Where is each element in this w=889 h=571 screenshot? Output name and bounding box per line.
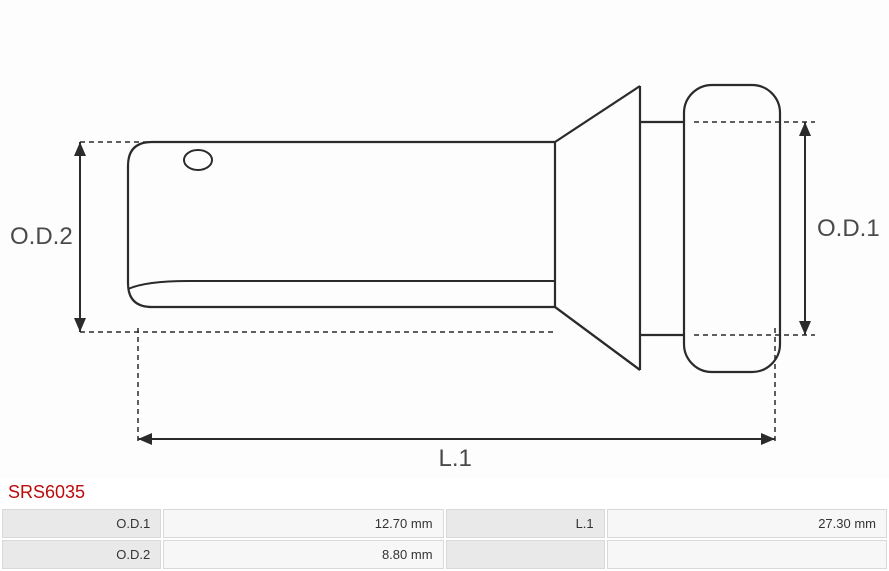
technical-drawing: O.D.2 O.D.1 L.1 (0, 0, 889, 478)
table-row: O.D.2 8.80 mm (2, 540, 887, 569)
spec-label: O.D.2 (2, 540, 161, 569)
table-row: O.D.1 12.70 mm L.1 27.30 mm (2, 509, 887, 538)
spec-label: O.D.1 (2, 509, 161, 538)
spec-value: 27.30 mm (607, 509, 887, 538)
dimension-label-od2: O.D.2 (10, 223, 73, 251)
dimension-label-l1: L.1 (439, 445, 472, 473)
spec-value (607, 540, 887, 569)
part-outline-svg (0, 0, 889, 478)
part-number: SRS6035 (0, 478, 889, 507)
dimension-label-od1: O.D.1 (817, 215, 880, 243)
spec-label: L.1 (446, 509, 605, 538)
spec-value: 12.70 mm (163, 509, 443, 538)
spec-value: 8.80 mm (163, 540, 443, 569)
spec-table: O.D.1 12.70 mm L.1 27.30 mm O.D.2 8.80 m… (0, 507, 889, 571)
spec-label (446, 540, 605, 569)
